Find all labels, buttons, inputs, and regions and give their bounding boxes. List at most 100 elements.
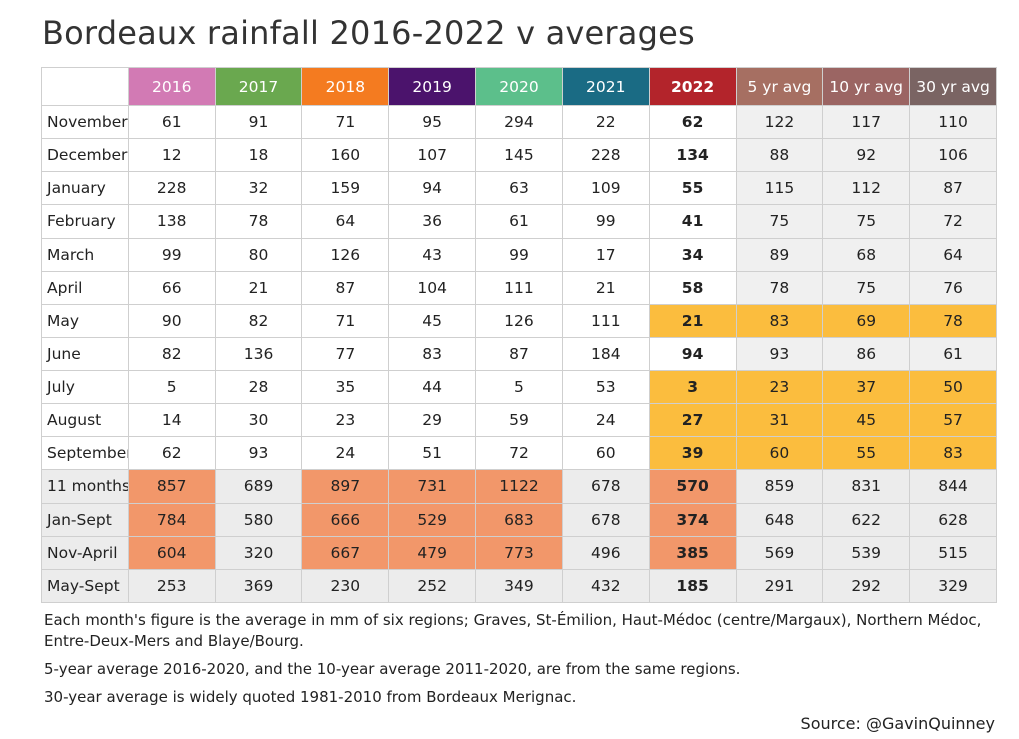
value-cell: 36: [388, 204, 477, 239]
value-cell: 50: [909, 369, 997, 405]
value-cell: 667: [301, 535, 390, 570]
value-cell: 115: [735, 171, 824, 206]
value-cell: 253: [127, 568, 216, 604]
header-row: 2016 2017 2018 2019 2020 2021 2022 5 yr avg 10 y…: [41, 67, 997, 106]
value-cell: 44: [388, 369, 477, 405]
table-body: November 61 91 71 95 294 22 62 122 117 110 December…: [41, 104, 997, 604]
value-cell: 857: [127, 469, 216, 504]
row-label: Jan-Sept: [41, 502, 129, 537]
value-cell: 64: [909, 237, 997, 272]
value-cell: 58: [648, 270, 737, 305]
table-row: May-Sept 253 369 230 252 349 432 185 291 292 329: [41, 568, 997, 604]
row-label: November: [41, 104, 129, 140]
value-cell: 63: [475, 171, 563, 206]
value-cell: 145: [475, 138, 563, 173]
value-cell: 580: [214, 502, 303, 537]
value-cell: 252: [388, 568, 477, 604]
value-cell: 75: [735, 204, 824, 239]
value-cell: 68: [822, 237, 911, 272]
source-credit: Source: @GavinQuinney: [800, 714, 995, 733]
value-cell: 570: [648, 469, 737, 504]
value-cell: 99: [475, 237, 563, 272]
value-cell: 24: [301, 436, 390, 471]
value-cell: 94: [648, 336, 737, 372]
table-row: Nov-April 604 320 667 479 773 496 385 569 539 515: [41, 535, 997, 570]
row-label: December: [41, 138, 129, 173]
value-cell: 90: [127, 303, 216, 338]
value-cell: 622: [822, 502, 911, 537]
value-cell: 110: [909, 104, 997, 140]
table-row: February 138 78 64 36 61 99 41 75 75 72: [41, 204, 997, 239]
value-cell: 41: [648, 204, 737, 239]
value-cell: 569: [735, 535, 824, 570]
value-cell: 678: [561, 502, 650, 537]
value-cell: 160: [301, 138, 390, 173]
value-cell: 61: [909, 336, 997, 372]
row-label: April: [41, 270, 129, 305]
table-row: January 228 32 159 94 63 109 55 115 112 87: [41, 171, 997, 206]
value-cell: 37: [822, 369, 911, 405]
value-cell: 53: [561, 369, 650, 405]
header-corner: [41, 67, 129, 106]
value-cell: 126: [301, 237, 390, 272]
value-cell: 107: [388, 138, 477, 173]
value-cell: 45: [388, 303, 477, 338]
value-cell: 30: [214, 403, 303, 438]
table-row: August 14 30 23 29 59 24 27 31 45 57: [41, 403, 997, 438]
value-cell: 71: [301, 303, 390, 338]
value-cell: 185: [648, 568, 737, 604]
table-row: May 90 82 71 45 126 111 21 83 69 78: [41, 303, 997, 338]
table-header: 2016 2017 2018 2019 2020 2021 2022 5 yr avg 10 y…: [41, 67, 997, 106]
value-cell: 87: [909, 171, 997, 206]
value-cell: 72: [909, 204, 997, 239]
row-label: September: [41, 436, 129, 471]
value-cell: 86: [822, 336, 911, 372]
value-cell: 539: [822, 535, 911, 570]
value-cell: 21: [648, 303, 737, 338]
value-cell: 349: [475, 568, 563, 604]
value-cell: 17: [561, 237, 650, 272]
value-cell: 87: [301, 270, 390, 305]
value-cell: 184: [561, 336, 650, 372]
value-cell: 529: [388, 502, 477, 537]
value-cell: 27: [648, 403, 737, 438]
value-cell: 59: [475, 403, 563, 438]
value-cell: 71: [301, 104, 390, 140]
value-cell: 320: [214, 535, 303, 570]
row-label: March: [41, 237, 129, 272]
value-cell: 515: [909, 535, 997, 570]
value-cell: 60: [735, 436, 824, 471]
value-cell: 12: [127, 138, 216, 173]
column-header: 2019: [388, 67, 477, 106]
footnote-averages: 5-year average 2016-2020, and the 10-yea…: [44, 660, 741, 678]
value-cell: 80: [214, 237, 303, 272]
row-label: July: [41, 369, 129, 405]
column-header: 30 yr avg: [909, 67, 997, 106]
column-header: 5 yr avg: [735, 67, 824, 106]
value-cell: 31: [735, 403, 824, 438]
value-cell: 89: [735, 237, 824, 272]
row-label: August: [41, 403, 129, 438]
value-cell: 76: [909, 270, 997, 305]
column-header: 2018: [301, 67, 390, 106]
table-row: December 12 18 160 107 145 228 134 88 92 106: [41, 138, 997, 173]
value-cell: 55: [648, 171, 737, 206]
footnote-regions: Each month's figure is the average in mm…: [44, 611, 982, 650]
value-cell: 374: [648, 502, 737, 537]
footnote-30yr: 30-year average is widely quoted 1981-20…: [44, 688, 577, 706]
value-cell: 104: [388, 270, 477, 305]
column-header: 10 yr avg: [822, 67, 911, 106]
value-cell: 43: [388, 237, 477, 272]
value-cell: 61: [475, 204, 563, 239]
value-cell: 109: [561, 171, 650, 206]
value-cell: 897: [301, 469, 390, 504]
value-cell: 93: [735, 336, 824, 372]
value-cell: 24: [561, 403, 650, 438]
value-cell: 57: [909, 403, 997, 438]
value-cell: 648: [735, 502, 824, 537]
value-cell: 111: [475, 270, 563, 305]
value-cell: 78: [735, 270, 824, 305]
value-cell: 683: [475, 502, 563, 537]
value-cell: 95: [388, 104, 477, 140]
value-cell: 39: [648, 436, 737, 471]
